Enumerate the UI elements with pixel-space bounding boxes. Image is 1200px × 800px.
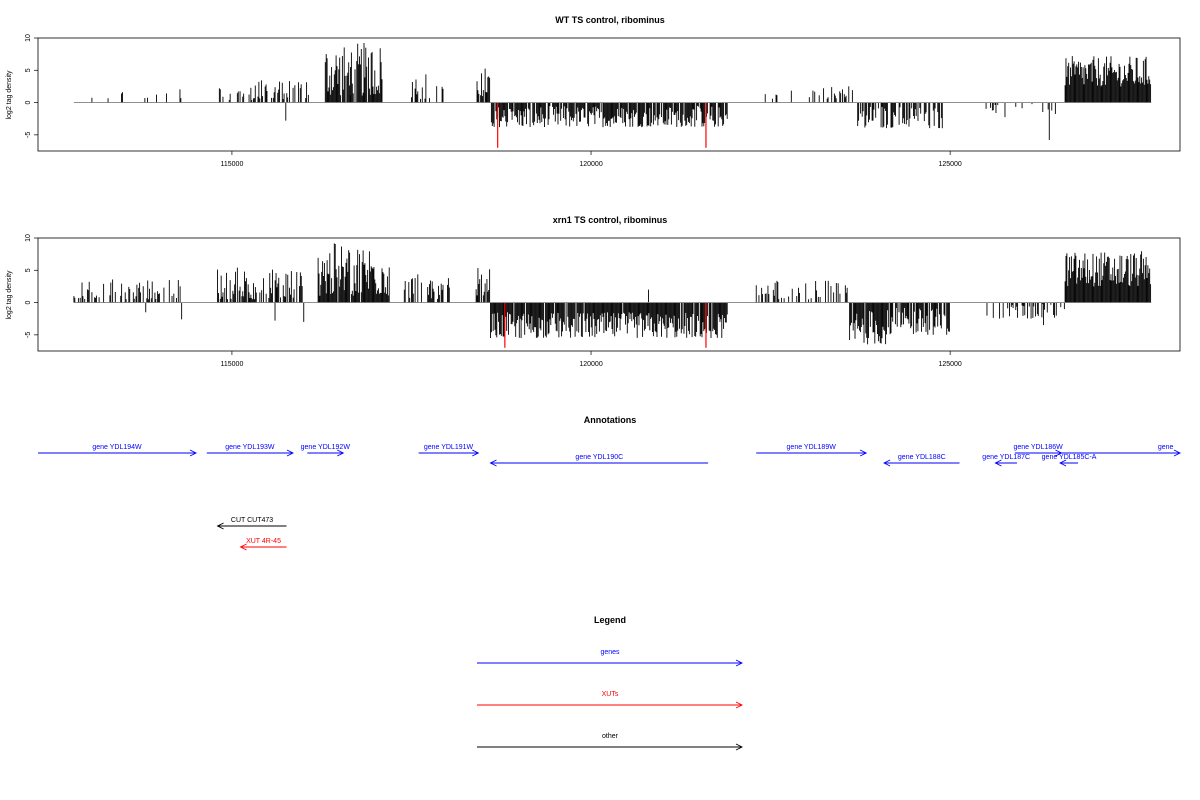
annotation-arrow bbox=[206, 449, 294, 457]
annotation-label: gene YDL193W bbox=[225, 444, 275, 451]
annotation-label: gene bbox=[1158, 444, 1174, 451]
x-tick-label: 120000 bbox=[579, 161, 602, 168]
annotations-panel: Annotations gene YDL194W gene YDL193W gene… bbox=[38, 415, 1182, 551]
annotation-label: gene YDL188C bbox=[898, 454, 946, 461]
wt-y-axis-label: log2 tag density bbox=[6, 70, 13, 120]
annotation-label: gene YDL191W bbox=[424, 444, 474, 451]
annotation-label: gene YDL190C bbox=[575, 454, 623, 461]
xrn1-track-title: xrn1 TS control, ribominus bbox=[553, 215, 668, 225]
wt-track-title: WT TS control, ribominus bbox=[555, 15, 665, 25]
x-tick-label: 115000 bbox=[221, 161, 244, 168]
legend-label: XUTs bbox=[602, 691, 619, 698]
y-tick-label: 5 bbox=[25, 268, 32, 272]
annotation-arrow bbox=[239, 543, 287, 551]
annotation-features: gene YDL194W gene YDL193W gene YDL192W gene… bbox=[38, 444, 1182, 551]
legend-items: genes XUTs other bbox=[477, 649, 744, 751]
annotation-arrow bbox=[1059, 459, 1079, 467]
xrn1-highlight-bars bbox=[504, 302, 707, 348]
legend-arrow bbox=[477, 659, 744, 667]
annotation-label: gene YDL186W bbox=[1013, 444, 1063, 451]
y-tick-label: 0 bbox=[25, 301, 32, 305]
y-tick-label: 10 bbox=[25, 234, 32, 242]
annotation-label: gene YDL192W bbox=[301, 444, 351, 451]
legend-label: other bbox=[602, 733, 619, 740]
annotation-label: CUT CUT473 bbox=[231, 517, 273, 524]
xrn1-plot-frame bbox=[37, 237, 1181, 352]
annotation-label: XUT 4R-45 bbox=[246, 538, 281, 545]
y-tick-label: -5 bbox=[25, 332, 32, 338]
y-tick-label: 0 bbox=[25, 101, 32, 105]
annotation-arrow bbox=[756, 449, 868, 457]
legend-panel: Legend genes XUTs other bbox=[477, 615, 744, 751]
xrn1-track-panel: xrn1 TS control, ribominus log2 tag dens… bbox=[6, 215, 1181, 368]
annotation-label: gene YDL187C bbox=[982, 454, 1030, 461]
wt-x-axis: 115000 120000 125000 bbox=[221, 151, 962, 168]
legend-arrow bbox=[477, 743, 744, 751]
xrn1-x-axis: 115000 120000 125000 bbox=[221, 351, 962, 368]
annotation-label: gene YDL185C-A bbox=[1042, 454, 1097, 461]
annotation-arrow bbox=[883, 459, 960, 467]
xrn1-y-axis-label: log2 tag density bbox=[6, 270, 13, 320]
y-tick-label: 5 bbox=[25, 68, 32, 72]
legend-label: genes bbox=[600, 649, 620, 656]
annotation-arrow bbox=[1029, 449, 1182, 457]
legend-arrow bbox=[477, 701, 744, 709]
legend-title: Legend bbox=[594, 615, 626, 625]
x-tick-label: 120000 bbox=[579, 361, 602, 368]
annotation-arrow bbox=[216, 522, 287, 530]
wt-track-panel: WT TS control, ribominus log2 tag densit… bbox=[6, 15, 1181, 168]
annotation-arrow bbox=[38, 449, 198, 457]
annotation-arrow bbox=[418, 449, 480, 457]
wt-plot-frame bbox=[37, 37, 1181, 152]
x-tick-label: 125000 bbox=[938, 361, 961, 368]
wt-y-axis: 10 5 0 -5 bbox=[25, 34, 38, 138]
annotation-label: gene YDL194W bbox=[92, 444, 142, 451]
y-tick-label: 10 bbox=[25, 34, 32, 42]
xrn1-y-axis: 10 5 0 -5 bbox=[25, 234, 38, 338]
wt-highlight-bars bbox=[497, 102, 707, 148]
y-tick-label: -5 bbox=[25, 132, 32, 138]
annotations-title: Annotations bbox=[584, 415, 637, 425]
annotation-label: gene YDL189W bbox=[787, 444, 837, 451]
annotation-arrow bbox=[307, 449, 345, 457]
wt-coverage-bars bbox=[91, 43, 1152, 141]
annotation-arrow bbox=[994, 459, 1017, 467]
annotation-arrow bbox=[489, 459, 709, 467]
x-tick-label: 125000 bbox=[938, 161, 961, 168]
x-tick-label: 115000 bbox=[221, 361, 244, 368]
xrn1-coverage-bars bbox=[73, 243, 1152, 345]
